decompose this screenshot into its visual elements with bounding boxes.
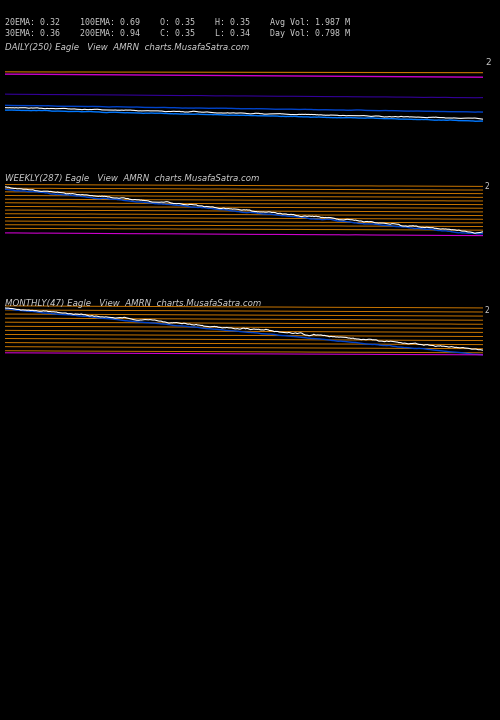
Text: 2: 2 — [485, 182, 490, 192]
Text: WEEKLY(287) Eagle   View  AMRN  charts.MusafaSatra.com: WEEKLY(287) Eagle View AMRN charts.Musaf… — [5, 174, 260, 183]
Text: 20EMA: 0.32    100EMA: 0.69    O: 0.35    H: 0.35    Avg Vol: 1.987 M: 20EMA: 0.32 100EMA: 0.69 O: 0.35 H: 0.35… — [5, 18, 350, 27]
Text: MONTHLY(47) Eagle   View  AMRN  charts.MusafaSatra.com: MONTHLY(47) Eagle View AMRN charts.Musaf… — [5, 299, 261, 308]
Text: 30EMA: 0.36    200EMA: 0.94    C: 0.35    L: 0.34    Day Vol: 0.798 M: 30EMA: 0.36 200EMA: 0.94 C: 0.35 L: 0.34… — [5, 29, 350, 38]
Text: 2: 2 — [485, 306, 490, 315]
Text: 2: 2 — [485, 58, 490, 68]
Text: DAILY(250) Eagle   View  AMRN  charts.MusafaSatra.com: DAILY(250) Eagle View AMRN charts.Musafa… — [5, 43, 249, 53]
